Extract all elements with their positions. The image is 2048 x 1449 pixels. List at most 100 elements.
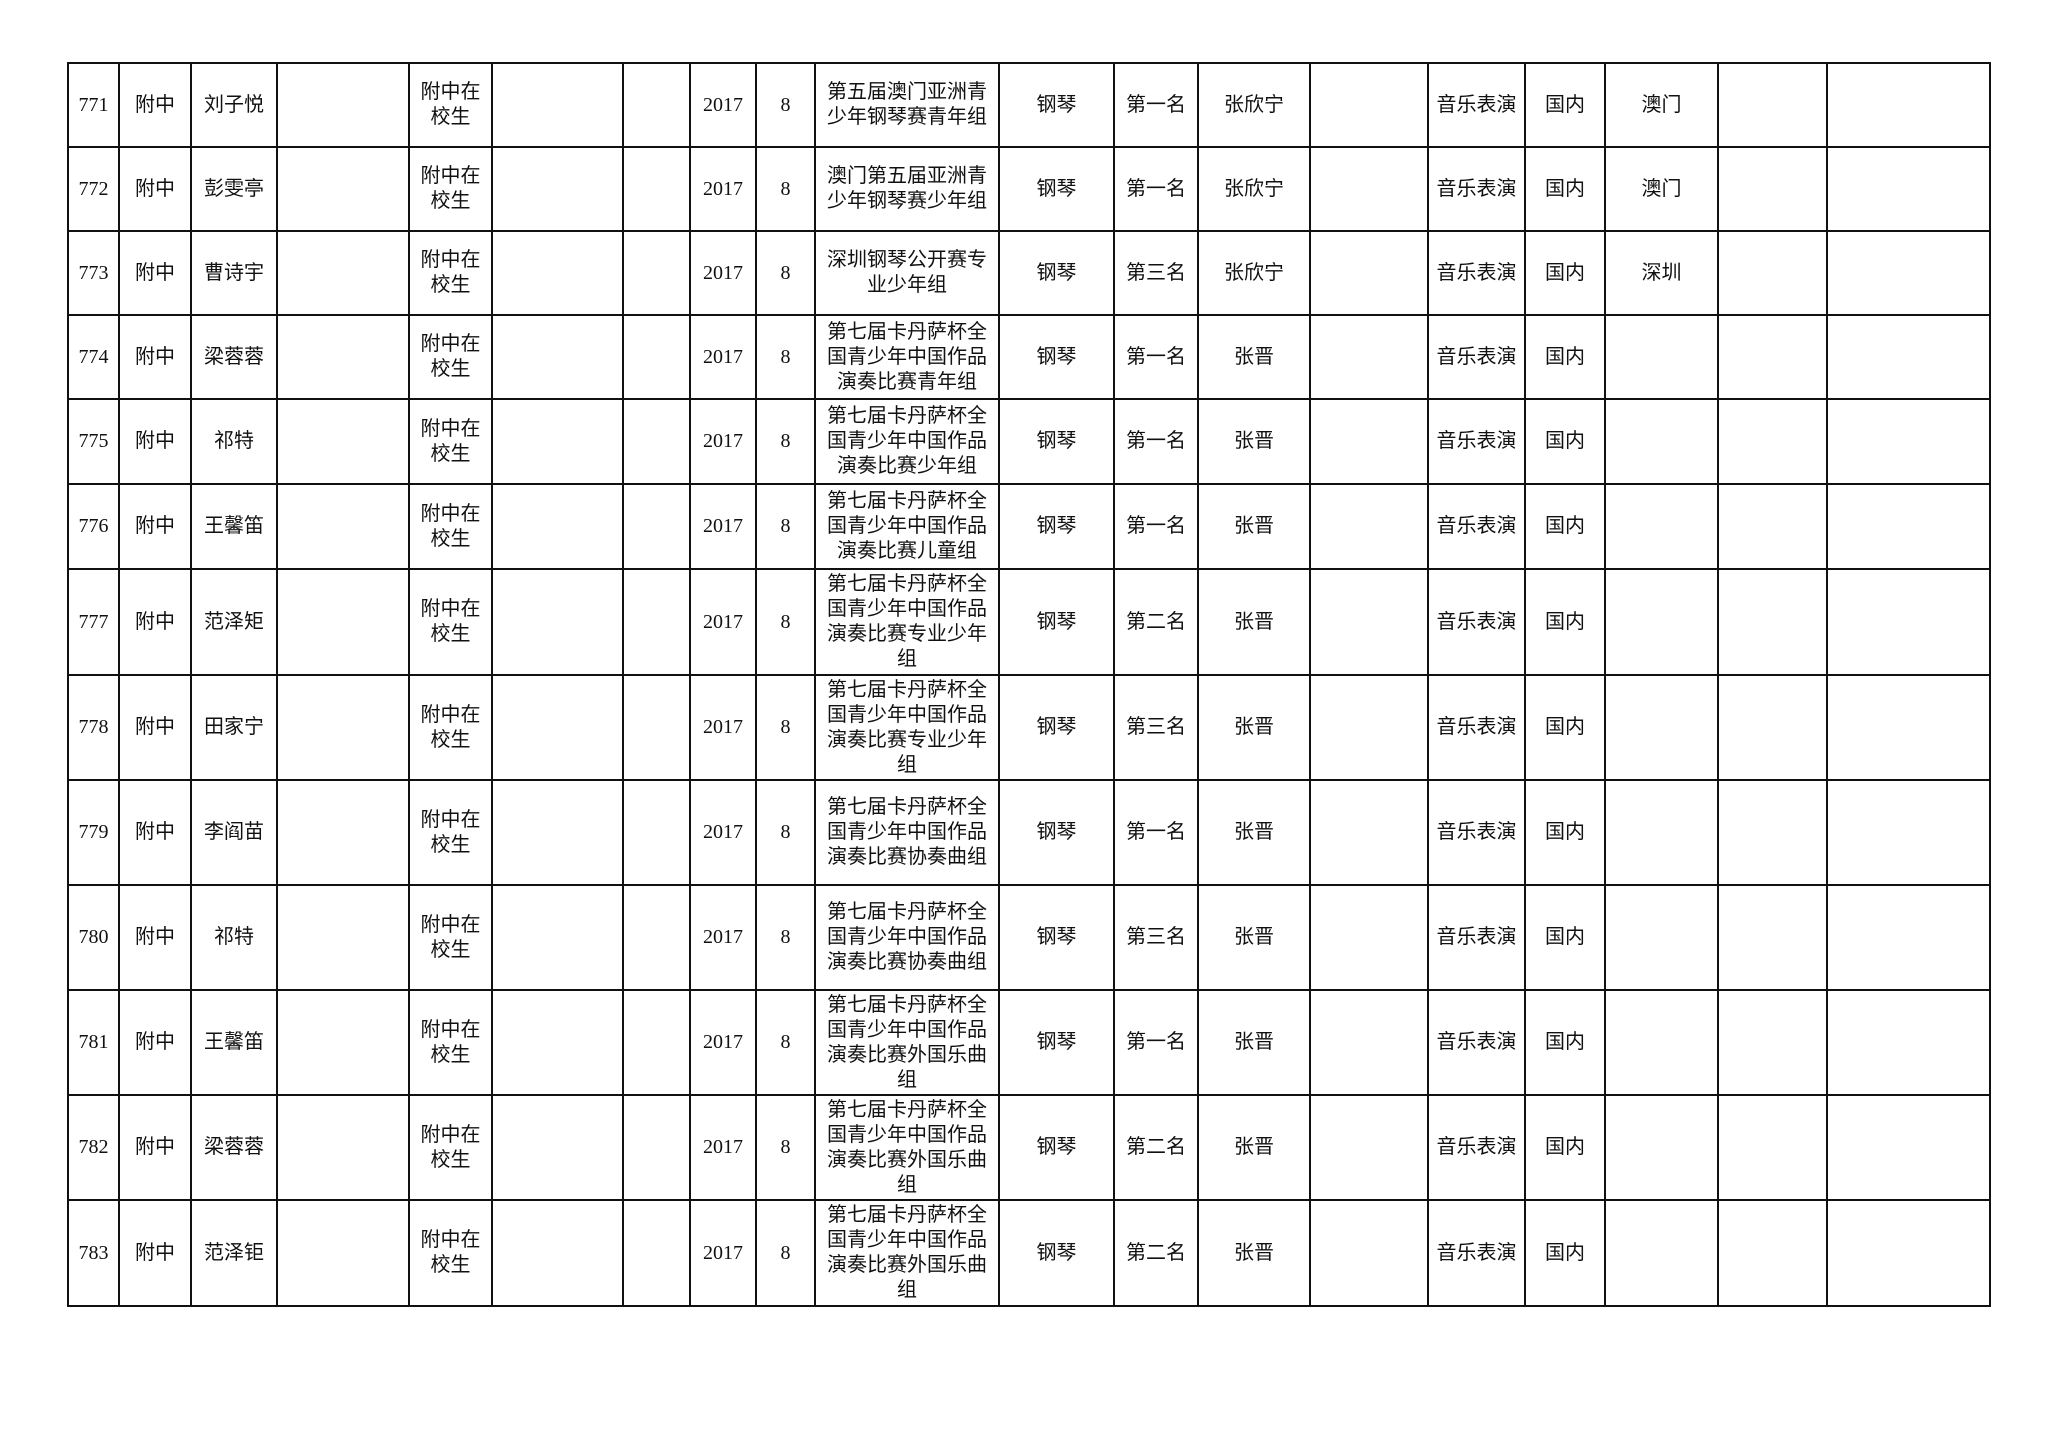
instrument-cell: 钢琴 xyxy=(998,62,1115,148)
empty-cell xyxy=(1826,1199,1991,1307)
row-number: 781 xyxy=(67,989,120,1096)
instrument-cell: 钢琴 xyxy=(998,674,1115,781)
location-cell xyxy=(1604,884,1719,991)
empty-cell xyxy=(1826,483,1991,570)
table-row: 780 附中 祁特 附中在校生 2017 8 第七届卡丹萨杯全国青少年中国作品演奏比赛协奏曲… xyxy=(67,884,1991,991)
empty-cell xyxy=(276,62,410,148)
row-number: 778 xyxy=(67,674,120,781)
unit-cell: 附中 xyxy=(118,1199,192,1307)
scope-cell: 国内 xyxy=(1524,230,1606,316)
instrument-cell: 钢琴 xyxy=(998,1094,1115,1201)
category-cell: 音乐表演 xyxy=(1427,146,1526,232)
year-cell: 2017 xyxy=(689,230,757,316)
category-cell: 音乐表演 xyxy=(1427,674,1526,781)
award-cell: 第一名 xyxy=(1113,989,1199,1096)
instrument-cell: 钢琴 xyxy=(998,884,1115,991)
category-cell: 音乐表演 xyxy=(1427,568,1526,676)
row-number: 773 xyxy=(67,230,120,316)
empty-cell xyxy=(1717,230,1828,316)
empty-cell xyxy=(491,398,624,485)
student-name: 祁特 xyxy=(190,398,278,485)
empty-cell xyxy=(1309,62,1429,148)
competition-name: 第七届卡丹萨杯全国青少年中国作品演奏比赛青年组 xyxy=(814,314,1000,400)
year-cell: 2017 xyxy=(689,146,757,232)
student-name: 范泽钜 xyxy=(190,1199,278,1307)
unit-cell: 附中 xyxy=(118,568,192,676)
empty-cell xyxy=(491,483,624,570)
competition-name: 第五届澳门亚洲青少年钢琴赛青年组 xyxy=(814,62,1000,148)
year-cell: 2017 xyxy=(689,1199,757,1307)
empty-cell xyxy=(276,314,410,400)
competition-name: 深圳钢琴公开赛专业少年组 xyxy=(814,230,1000,316)
empty-cell xyxy=(1717,884,1828,991)
student-name: 范泽矩 xyxy=(190,568,278,676)
competition-name: 澳门第五届亚洲青少年钢琴赛少年组 xyxy=(814,146,1000,232)
month-cell: 8 xyxy=(755,314,816,400)
empty-cell xyxy=(1309,884,1429,991)
student-status: 附中在校生 xyxy=(408,1094,493,1201)
student-name: 王馨笛 xyxy=(190,483,278,570)
empty-cell xyxy=(1309,674,1429,781)
competition-name: 第七届卡丹萨杯全国青少年中国作品演奏比赛外国乐曲组 xyxy=(814,989,1000,1096)
row-number: 776 xyxy=(67,483,120,570)
row-number: 771 xyxy=(67,62,120,148)
unit-cell: 附中 xyxy=(118,884,192,991)
student-status: 附中在校生 xyxy=(408,1199,493,1307)
category-cell: 音乐表演 xyxy=(1427,989,1526,1096)
month-cell: 8 xyxy=(755,674,816,781)
teacher-name: 张欣宁 xyxy=(1197,230,1311,316)
competition-name: 第七届卡丹萨杯全国青少年中国作品演奏比赛专业少年组 xyxy=(814,568,1000,676)
empty-cell xyxy=(276,1199,410,1307)
empty-cell xyxy=(1826,230,1991,316)
empty-cell xyxy=(1717,398,1828,485)
competition-name: 第七届卡丹萨杯全国青少年中国作品演奏比赛外国乐曲组 xyxy=(814,1199,1000,1307)
empty-cell xyxy=(622,674,691,781)
scope-cell: 国内 xyxy=(1524,1094,1606,1201)
table-row: 771 附中 刘子悦 附中在校生 2017 8 第五届澳门亚洲青少年钢琴赛青年组 钢琴 第一名张… xyxy=(67,62,1991,148)
teacher-name: 张晋 xyxy=(1197,674,1311,781)
empty-cell xyxy=(1309,1199,1429,1307)
location-cell xyxy=(1604,568,1719,676)
student-name: 曹诗宇 xyxy=(190,230,278,316)
empty-cell xyxy=(1826,314,1991,400)
unit-cell: 附中 xyxy=(118,314,192,400)
empty-cell xyxy=(276,146,410,232)
award-cell: 第二名 xyxy=(1113,1199,1199,1307)
location-cell xyxy=(1604,1094,1719,1201)
month-cell: 8 xyxy=(755,989,816,1096)
table-row: 779 附中 李阎苗 附中在校生 2017 8 第七届卡丹萨杯全国青少年中国作品演奏比赛协奏… xyxy=(67,779,1991,886)
year-cell: 2017 xyxy=(689,314,757,400)
student-name: 王馨笛 xyxy=(190,989,278,1096)
table-row: 783 附中 范泽钜 附中在校生 2017 8 第七届卡丹萨杯全国青少年中国作品演奏比赛外国… xyxy=(67,1199,1991,1307)
empty-cell xyxy=(1826,989,1991,1096)
year-cell: 2017 xyxy=(689,989,757,1096)
award-cell: 第一名 xyxy=(1113,62,1199,148)
unit-cell: 附中 xyxy=(118,62,192,148)
award-cell: 第三名 xyxy=(1113,884,1199,991)
table-row: 772 附中 彭雯亭 附中在校生 2017 8 澳门第五届亚洲青少年钢琴赛少年组 钢琴 第一名张… xyxy=(67,146,1991,232)
row-number: 775 xyxy=(67,398,120,485)
scope-cell: 国内 xyxy=(1524,674,1606,781)
table-row: 782 附中 梁蓉蓉 附中在校生 2017 8 第七届卡丹萨杯全国青少年中国作品演奏比赛外国… xyxy=(67,1094,1991,1201)
location-cell xyxy=(1604,483,1719,570)
empty-cell xyxy=(1717,989,1828,1096)
empty-cell xyxy=(276,1094,410,1201)
student-name: 彭雯亭 xyxy=(190,146,278,232)
row-number: 774 xyxy=(67,314,120,400)
row-number: 783 xyxy=(67,1199,120,1307)
awards-table: 771 附中 刘子悦 附中在校生 2017 8 第五届澳门亚洲青少年钢琴赛青年组 钢琴 第一名张… xyxy=(67,62,1991,1307)
table-row: 775 附中 祁特 附中在校生 2017 8 第七届卡丹萨杯全国青少年中国作品演奏比赛少年组… xyxy=(67,398,1991,485)
empty-cell xyxy=(1309,1094,1429,1201)
table-row: 774 附中 梁蓉蓉 附中在校生 2017 8 第七届卡丹萨杯全国青少年中国作品演奏比赛青年… xyxy=(67,314,1991,400)
empty-cell xyxy=(622,779,691,886)
teacher-name: 张晋 xyxy=(1197,884,1311,991)
empty-cell xyxy=(491,146,624,232)
table-row: 778 附中 田家宁 附中在校生 2017 8 第七届卡丹萨杯全国青少年中国作品演奏比赛专业… xyxy=(67,674,1991,781)
location-cell xyxy=(1604,989,1719,1096)
category-cell: 音乐表演 xyxy=(1427,779,1526,886)
unit-cell: 附中 xyxy=(118,1094,192,1201)
student-name: 刘子悦 xyxy=(190,62,278,148)
month-cell: 8 xyxy=(755,483,816,570)
student-name: 梁蓉蓉 xyxy=(190,1094,278,1201)
teacher-name: 张晋 xyxy=(1197,314,1311,400)
